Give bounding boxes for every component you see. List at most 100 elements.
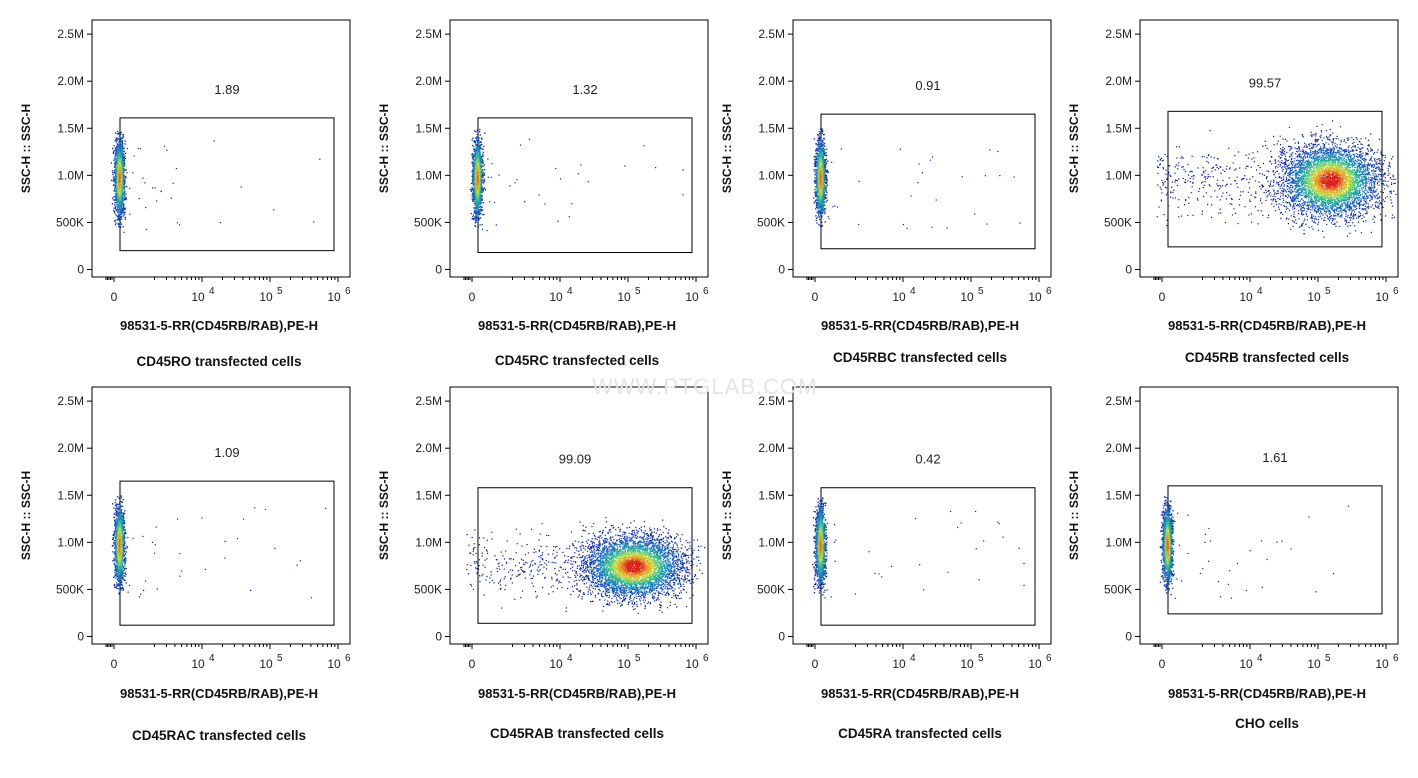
event-dot	[478, 150, 479, 151]
event-dot	[113, 199, 114, 200]
event-dot	[124, 192, 125, 193]
event-dot	[1351, 188, 1352, 189]
event-dot	[985, 175, 986, 176]
event-dot	[116, 137, 117, 138]
event-dot	[472, 193, 473, 194]
event-dot	[489, 201, 490, 202]
event-dot	[516, 179, 517, 180]
event-dot	[484, 174, 485, 175]
event-dot	[120, 153, 121, 154]
event-dot	[481, 184, 482, 185]
event-dot	[122, 148, 123, 149]
event-dot	[152, 187, 153, 188]
event-dot	[471, 154, 472, 155]
event-dot	[115, 178, 116, 179]
event-dot	[117, 166, 118, 167]
event-dot	[117, 194, 118, 195]
event-dot	[820, 168, 821, 169]
event-dot	[125, 177, 126, 178]
event-dot	[475, 158, 476, 159]
event-dot	[818, 171, 819, 172]
event-dot	[910, 195, 911, 196]
event-dot	[118, 141, 119, 142]
event-dot	[116, 189, 117, 190]
event-dot	[482, 155, 483, 156]
event-dot	[484, 164, 485, 165]
event-dot	[474, 173, 475, 174]
event-dot	[903, 224, 904, 225]
event-dot	[117, 223, 118, 224]
event-dot	[816, 202, 817, 203]
event-dot	[120, 227, 121, 228]
event-dot	[477, 161, 478, 162]
event-dot	[121, 148, 122, 149]
event-dot	[1285, 190, 1286, 191]
event-dot	[125, 193, 126, 194]
event-dot	[819, 131, 820, 132]
event-dot	[214, 140, 215, 141]
event-dot	[472, 199, 473, 200]
event-dot	[124, 163, 125, 164]
event-dot	[478, 212, 479, 213]
event-dot	[478, 176, 479, 177]
event-dot	[120, 181, 121, 182]
event-dot	[473, 167, 474, 168]
event-dot	[555, 168, 556, 169]
event-dot	[1275, 199, 1276, 200]
event-dot	[1295, 147, 1296, 148]
event-dot	[472, 216, 473, 217]
event-dot	[1171, 187, 1172, 188]
event-dot	[826, 194, 827, 195]
event-dot	[476, 188, 477, 189]
event-dot	[817, 194, 818, 195]
event-dot	[820, 170, 821, 171]
event-dot	[113, 160, 114, 161]
event-dot	[123, 232, 124, 233]
event-dot	[480, 159, 481, 160]
event-dot	[816, 196, 817, 197]
event-dot	[482, 154, 483, 155]
event-dot	[120, 140, 121, 141]
event-dot	[474, 141, 475, 142]
event-dot	[119, 203, 120, 204]
event-dot	[476, 198, 477, 199]
event-dot	[123, 207, 124, 208]
event-dot	[819, 194, 820, 195]
event-dot	[1278, 193, 1279, 194]
event-dot	[824, 205, 825, 206]
event-dot	[822, 212, 823, 213]
event-dot	[113, 176, 114, 177]
event-dot	[841, 148, 842, 149]
event-dot	[1393, 179, 1394, 180]
event-dot	[121, 132, 122, 133]
event-dot	[1283, 162, 1284, 163]
event-dot	[827, 185, 828, 186]
event-dot	[823, 163, 824, 164]
event-dot	[119, 167, 120, 168]
event-dot	[123, 157, 124, 158]
event-dot	[476, 217, 477, 218]
event-dot	[815, 183, 816, 184]
event-dot	[477, 156, 478, 157]
event-dot	[121, 145, 122, 146]
event-dot	[241, 186, 242, 187]
event-dot	[1165, 174, 1166, 175]
event-dot	[476, 218, 477, 219]
event-dot	[112, 197, 113, 198]
event-dot	[821, 204, 822, 205]
event-dot	[472, 162, 473, 163]
event-dot	[479, 170, 480, 171]
event-dot	[832, 206, 833, 207]
event-dot	[119, 154, 120, 155]
panel-caption: CD45RB transfected cells	[1185, 350, 1349, 365]
event-dot	[477, 154, 478, 155]
event-dot	[819, 192, 820, 193]
event-dot	[474, 225, 475, 226]
x-tick-label: 0	[111, 290, 118, 304]
event-dot	[121, 182, 122, 183]
event-dot	[479, 159, 480, 160]
event-dot	[476, 174, 477, 175]
event-dot	[480, 197, 481, 198]
event-dot	[1280, 144, 1281, 145]
event-dot	[824, 167, 825, 168]
